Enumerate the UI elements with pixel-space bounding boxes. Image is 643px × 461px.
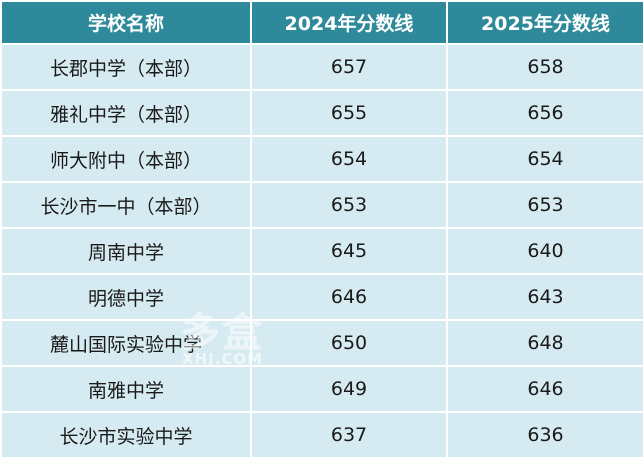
header-row: 学校名称 2024年分数线 2025年分数线 (0, 0, 643, 45)
table-row: 长沙市实验中学 637 636 (0, 411, 643, 459)
score-2025-cell: 656 (446, 89, 643, 137)
score-2024-cell: 654 (250, 135, 448, 183)
table-header: 学校名称 2024年分数线 2025年分数线 (0, 0, 643, 45)
score-2024-cell: 646 (250, 273, 448, 321)
score-2024-cell: 637 (250, 411, 448, 459)
school-name-cell: 长沙市一中（本部） (0, 181, 252, 229)
score-2025-cell: 654 (446, 135, 643, 183)
score-2024-cell: 650 (250, 319, 448, 367)
table-row: 长郡中学（本部） 657 658 (0, 43, 643, 91)
table-row: 周南中学 645 640 (0, 227, 643, 275)
table-row: 麓山国际实验中学 650 648 (0, 319, 643, 367)
school-name-cell: 长沙市实验中学 (0, 411, 252, 459)
school-name-cell: 麓山国际实验中学 (0, 319, 252, 367)
school-name-cell: 明德中学 (0, 273, 252, 321)
score-2024-cell: 645 (250, 227, 448, 275)
score-2025-cell: 646 (446, 365, 643, 413)
table-row: 长沙市一中（本部） 653 653 (0, 181, 643, 229)
school-name-cell: 周南中学 (0, 227, 252, 275)
score-2025-cell: 653 (446, 181, 643, 229)
school-name-cell: 师大附中（本部） (0, 135, 252, 183)
table-row: 师大附中（本部） 654 654 (0, 135, 643, 183)
header-school-name: 学校名称 (0, 0, 252, 45)
score-2024-cell: 657 (250, 43, 448, 91)
table-body: 长郡中学（本部） 657 658 雅礼中学（本部） 655 656 师大附中（本… (0, 43, 643, 459)
school-name-cell: 长郡中学（本部） (0, 43, 252, 91)
table-row: 雅礼中学（本部） 655 656 (0, 89, 643, 137)
school-name-cell: 南雅中学 (0, 365, 252, 413)
score-2024-cell: 653 (250, 181, 448, 229)
score-2025-cell: 636 (446, 411, 643, 459)
header-2025-score: 2025年分数线 (446, 0, 643, 45)
school-name-cell: 雅礼中学（本部） (0, 89, 252, 137)
score-2025-cell: 658 (446, 43, 643, 91)
score-2025-cell: 643 (446, 273, 643, 321)
score-2024-cell: 649 (250, 365, 448, 413)
table-row: 明德中学 646 643 (0, 273, 643, 321)
table-row: 南雅中学 649 646 (0, 365, 643, 413)
score-2025-cell: 640 (446, 227, 643, 275)
header-2024-score: 2024年分数线 (250, 0, 448, 45)
score-2024-cell: 655 (250, 89, 448, 137)
score-2025-cell: 648 (446, 319, 643, 367)
